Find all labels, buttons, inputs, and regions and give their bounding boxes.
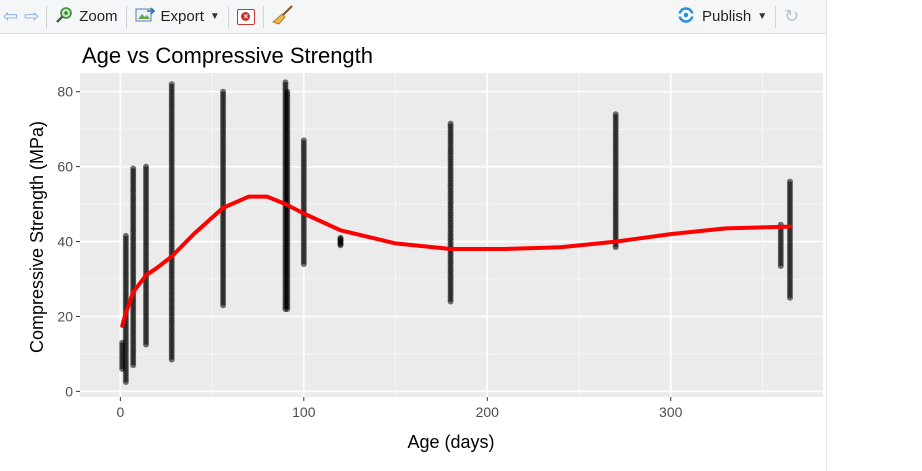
remove-plot-icon: × — [236, 8, 255, 25]
smooth-trend-line — [120, 194, 792, 328]
data-point — [284, 88, 291, 95]
chevron-down-icon: ▼ — [209, 11, 220, 22]
data-point — [300, 137, 307, 144]
publish-button[interactable]: Publish ▼ — [672, 4, 771, 30]
zoom-label: Zoom — [79, 8, 118, 25]
y-tick-label: 60 — [57, 159, 73, 175]
data-point — [130, 165, 137, 172]
chart-title: Age vs Compressive Strength — [82, 43, 373, 68]
x-tick-label: 200 — [476, 404, 500, 420]
toolbar-separator — [46, 5, 48, 28]
plot-toolbar: ⇦ ⇨ Zoom Export ▼ × Publish ▼ ↻ — [0, 0, 826, 34]
remove-plot-button[interactable]: × — [233, 4, 259, 30]
toolbar-separator — [775, 5, 777, 28]
y-tick-label: 20 — [57, 308, 73, 324]
clear-plots-button[interactable] — [268, 4, 298, 30]
export-icon — [135, 6, 156, 27]
data-point — [122, 232, 129, 239]
data-point — [220, 88, 227, 95]
data-points — [119, 79, 793, 386]
data-point — [282, 79, 289, 86]
export-button[interactable]: Export ▼ — [131, 4, 224, 30]
export-label: Export — [160, 8, 204, 25]
data-point — [612, 111, 619, 118]
y-axis-ticks: 0 20 40 60 80 — [57, 84, 80, 399]
y-tick-label: 80 — [57, 84, 73, 100]
data-point — [143, 163, 150, 170]
zoom-icon — [55, 6, 73, 28]
data-point — [786, 178, 793, 185]
chevron-down-icon: ▼ — [757, 11, 768, 22]
broom-icon — [272, 4, 294, 29]
y-axis-label: Compressive Strength (MPa) — [27, 121, 47, 353]
x-tick-label: 100 — [292, 404, 316, 420]
x-axis-ticks: 0 100 200 300 — [116, 397, 683, 420]
toolbar-separator — [227, 5, 229, 28]
back-button[interactable]: ⇦ — [0, 4, 21, 30]
forward-button[interactable]: ⇨ — [21, 4, 42, 30]
arrow-left-icon: ⇦ — [3, 6, 19, 26]
toolbar-separator — [262, 5, 264, 28]
refresh-button[interactable]: ↻ — [780, 4, 803, 30]
data-point — [168, 81, 175, 88]
refresh-icon: ↻ — [784, 6, 800, 26]
y-tick-label: 0 — [65, 383, 73, 399]
x-tick-label: 0 — [116, 404, 124, 420]
toolbar-separator — [125, 5, 127, 28]
zoom-button[interactable]: Zoom — [51, 4, 121, 30]
viewer-pane-edge — [826, 0, 922, 471]
publish-icon — [676, 6, 696, 27]
x-tick-label: 300 — [659, 404, 683, 420]
y-tick-label: 40 — [57, 234, 73, 250]
data-point — [447, 120, 454, 127]
x-axis-label: Age (days) — [407, 432, 494, 452]
scatter-plot: Age vs Compressive Strength 0 100 200 300 0… — [27, 43, 823, 452]
publish-label: Publish — [702, 8, 752, 25]
data-point — [337, 234, 344, 241]
arrow-right-icon: ⇨ — [24, 6, 40, 26]
